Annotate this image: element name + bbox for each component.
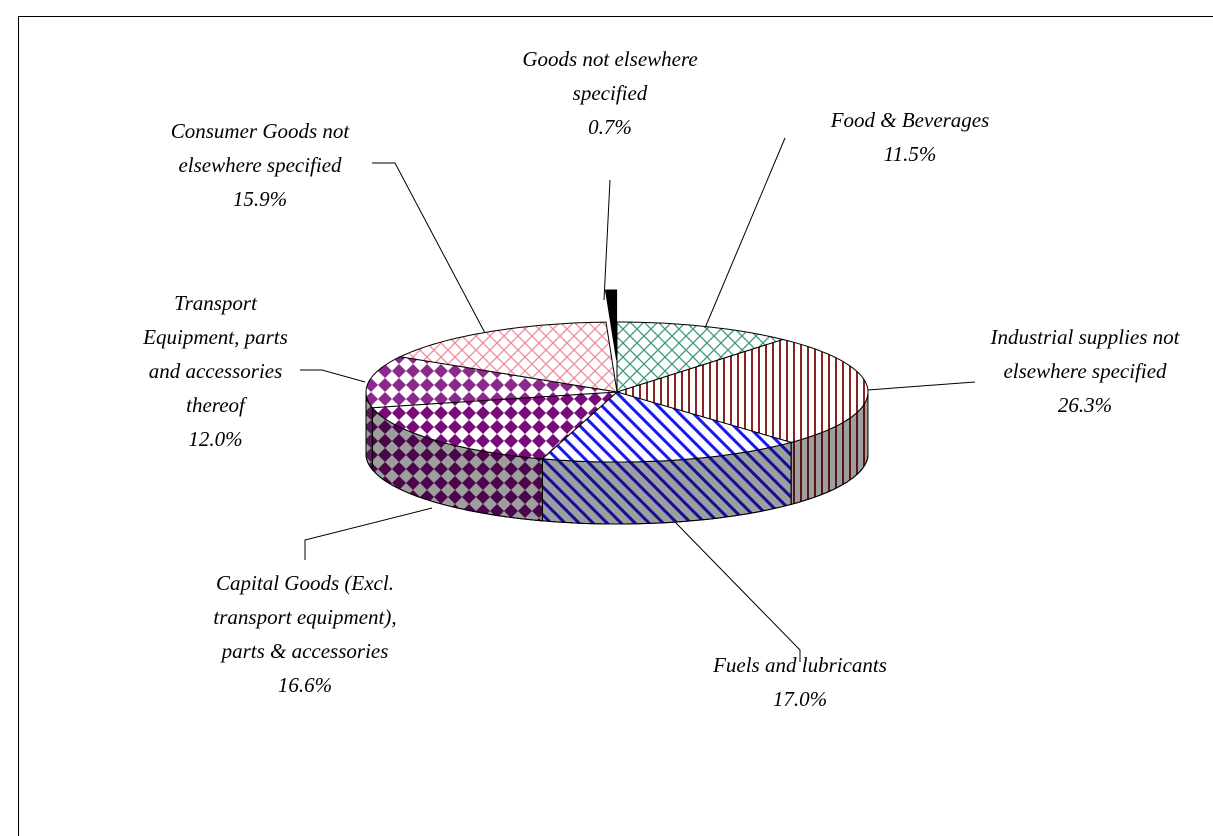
value-label: 12.0% xyxy=(188,427,243,451)
value-label: 0.7% xyxy=(588,115,632,139)
slice-label: Capital Goods (Excl. transport equipment… xyxy=(195,566,415,702)
category-label: Fuels and lubricants xyxy=(713,653,887,677)
leader-line xyxy=(603,179,611,301)
leader-line xyxy=(704,137,786,329)
leader-line xyxy=(304,507,433,560)
category-label: Consumer Goods not elsewhere specified xyxy=(170,119,350,177)
value-label: 17.0% xyxy=(772,687,828,711)
slice xyxy=(604,289,618,361)
slice xyxy=(398,321,618,393)
value-label: 16.6% xyxy=(277,673,333,697)
slice-label: Transport Equipment, parts and accessori… xyxy=(128,286,303,456)
value-label: 11.5% xyxy=(883,142,937,166)
slice-label: Food & Beverages 11.5% xyxy=(800,103,1020,171)
slice-label: Industrial supplies not elsewhere specif… xyxy=(975,320,1195,422)
category-label: Food & Beverages xyxy=(830,108,990,132)
category-label: Transport Equipment, parts and accessori… xyxy=(143,291,288,417)
slice xyxy=(371,391,619,460)
leader-line xyxy=(372,162,486,334)
slice xyxy=(615,338,869,443)
category-label: Capital Goods (Excl. transport equipment… xyxy=(213,571,397,663)
slice xyxy=(365,356,618,409)
slice-label: Consumer Goods not elsewhere specified 15… xyxy=(140,114,380,216)
frame xyxy=(18,16,1213,836)
leader-line xyxy=(300,369,366,383)
value-label: 15.9% xyxy=(232,187,288,211)
slice-label: Goods not elsewhere specified 0.7% xyxy=(490,42,730,144)
category-label: Industrial supplies not elsewhere specif… xyxy=(990,325,1180,383)
leader-line xyxy=(867,381,976,391)
slice xyxy=(541,391,793,463)
leader-line xyxy=(674,521,801,662)
category-label: Goods not elsewhere specified xyxy=(522,47,698,105)
slice-label: Fuels and lubricants 17.0% xyxy=(680,648,920,716)
value-label: 26.3% xyxy=(1057,393,1113,417)
